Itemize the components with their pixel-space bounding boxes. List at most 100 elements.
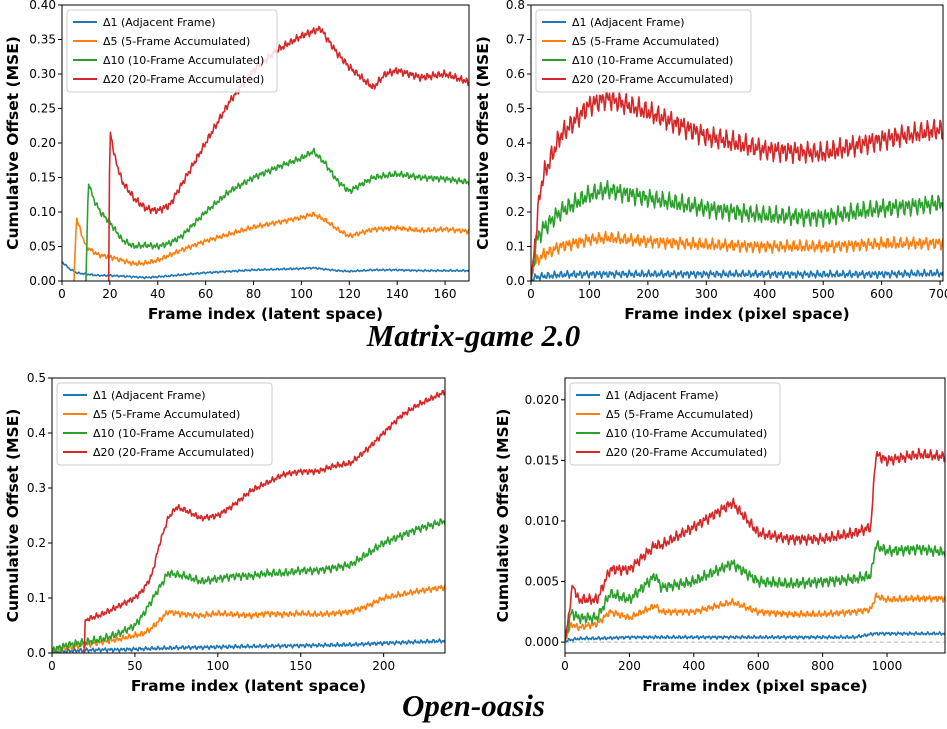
- series-line-1: [531, 268, 943, 281]
- legend-label: Δ10 (10-Frame Accumulated): [606, 427, 767, 440]
- plot-area: [52, 389, 445, 653]
- series-line-4: [83, 389, 445, 653]
- series-line-3: [565, 540, 945, 642]
- y-tick-label: 0.2: [506, 205, 525, 219]
- y-tick-label: 0.15: [29, 171, 56, 185]
- y-axis-label: Cumulative Offset (MSE): [474, 36, 492, 250]
- series-line-2: [565, 592, 945, 642]
- y-tick-label: 0.35: [29, 33, 56, 47]
- x-tick-label: 100: [206, 659, 229, 673]
- x-tick-label: 400: [682, 659, 705, 673]
- x-tick-label: 300: [695, 287, 718, 301]
- legend-label: Δ20 (20-Frame Accumulated): [606, 446, 767, 459]
- x-tick-label: 160: [434, 287, 457, 301]
- legend-label: Δ1 (Adjacent Frame): [606, 389, 719, 402]
- series-line-2: [73, 211, 469, 281]
- x-tick-label: 20: [102, 287, 117, 301]
- chart-open-oasis-latent: 0 50 100 150 200 0.0 0.1 0.2 0.3 0.4 0.5 Frame inde…: [4, 371, 446, 695]
- y-tick-label: 0.6: [506, 67, 525, 81]
- y-tick-label: 0.1: [27, 591, 46, 605]
- x-tick-label: 0: [48, 659, 56, 673]
- chart-matrix-game-latent: 0 20 40 60 80 100 120 140 160 0.00 0.05 0.10 0.15 0.2…: [4, 0, 470, 323]
- x-tick-label: 800: [811, 659, 834, 673]
- y-tick-label: 0.40: [29, 0, 56, 12]
- y-tick-label: 0.10: [29, 205, 56, 219]
- legend-label: Δ10 (10-Frame Accumulated): [572, 54, 733, 67]
- x-tick-label: 200: [618, 659, 641, 673]
- y-tick-label: 0.30: [29, 67, 56, 81]
- x-axis-label: Frame index (pixel space): [624, 305, 849, 323]
- y-tick-label: 0.4: [506, 136, 525, 150]
- y-tick-label: 0.010: [525, 514, 559, 528]
- series-line-4: [531, 88, 943, 281]
- caption-open-oasis: Open-oasis: [402, 688, 545, 723]
- y-tick-label: 0.0: [27, 646, 46, 660]
- x-tick-label: 40: [150, 287, 165, 301]
- legend-label: Δ1 (Adjacent Frame): [93, 389, 206, 402]
- y-tick-label: 0.015: [525, 453, 559, 467]
- y-axis-label: Cumulative Offset (MSE): [494, 409, 512, 623]
- x-tick-label: 400: [753, 287, 776, 301]
- x-tick-label: 500: [812, 287, 835, 301]
- y-tick-label: 0.05: [29, 240, 56, 254]
- axes-frame: [564, 377, 946, 654]
- y-tick-label: 0.4: [27, 426, 46, 440]
- series-line-4: [107, 25, 469, 281]
- series-line-3: [531, 180, 943, 281]
- y-tick-label: 0.000: [525, 635, 559, 649]
- y-tick-label: 0.3: [506, 171, 525, 185]
- y-tick-label: 0.7: [506, 33, 525, 47]
- x-tick-label: 100: [290, 287, 313, 301]
- y-tick-label: 0.3: [27, 481, 46, 495]
- x-tick-label: 200: [372, 659, 395, 673]
- y-tick-label: 0.00: [29, 274, 56, 288]
- x-tick-label: 700: [929, 287, 947, 301]
- y-tick-label: 0.5: [506, 102, 525, 116]
- y-tick-label: 0.0: [506, 274, 525, 288]
- series-line-1: [52, 638, 445, 653]
- series-line-1: [565, 631, 945, 643]
- legend-label: Δ20 (20-Frame Accumulated): [93, 446, 254, 459]
- plot-area: [62, 25, 469, 281]
- legend-label: Δ20 (20-Frame Accumulated): [572, 73, 733, 86]
- legend-box: [66, 9, 278, 93]
- legend-box: [569, 382, 781, 466]
- y-tick-label: 0.8: [506, 0, 525, 12]
- x-tick-label: 120: [338, 287, 361, 301]
- legend-label: Δ10 (10-Frame Accumulated): [93, 427, 254, 440]
- y-axis-label: Cumulative Offset (MSE): [4, 36, 22, 250]
- series-line-3: [85, 147, 469, 281]
- series-line-1: [62, 261, 469, 280]
- caption-matrix-game: Matrix-game 2.0: [366, 318, 581, 353]
- y-tick-label: 0.1: [506, 240, 525, 254]
- x-tick-label: 0: [561, 659, 569, 673]
- legend-label: Δ5 (5-Frame Accumulated): [606, 408, 753, 421]
- x-tick-label: 600: [870, 287, 893, 301]
- x-tick-label: 600: [747, 659, 770, 673]
- x-tick-label: 0: [527, 287, 535, 301]
- x-tick-label: 1000: [872, 659, 903, 673]
- x-tick-label: 200: [636, 287, 659, 301]
- legend-label: Δ20 (20-Frame Accumulated): [103, 73, 264, 86]
- y-tick-label: 0.5: [27, 371, 46, 385]
- axes-frame: [51, 377, 446, 654]
- x-axis-label: Frame index (latent space): [148, 305, 383, 323]
- y-tick-label: 0.005: [525, 575, 559, 589]
- legend-label: Δ5 (5-Frame Accumulated): [93, 408, 240, 421]
- legend-box: [56, 382, 273, 466]
- legend-label: Δ1 (Adjacent Frame): [103, 16, 216, 29]
- y-axis-label: Cumulative Offset (MSE): [4, 409, 22, 623]
- x-axis-label: Frame index (latent space): [131, 677, 366, 695]
- x-tick-label: 0: [58, 287, 66, 301]
- y-tick-label: 0.2: [27, 536, 46, 550]
- y-tick-label: 0.020: [525, 393, 559, 407]
- plot-area: [531, 88, 943, 281]
- x-tick-label: 100: [578, 287, 601, 301]
- legend-box: [535, 9, 752, 93]
- series-line-4: [565, 447, 945, 642]
- series-line-2: [52, 584, 445, 653]
- x-tick-label: 140: [386, 287, 409, 301]
- legend-label: Δ5 (5-Frame Accumulated): [103, 35, 250, 48]
- x-tick-label: 150: [289, 659, 312, 673]
- x-tick-label: 60: [198, 287, 213, 301]
